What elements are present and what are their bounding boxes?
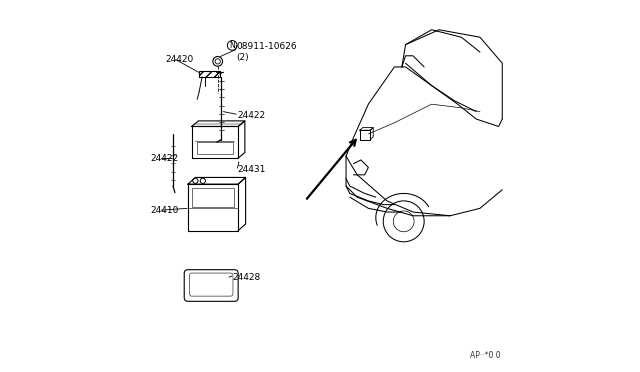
Text: (2): (2) <box>236 53 249 62</box>
Text: 24428: 24428 <box>232 273 261 282</box>
Text: 24422: 24422 <box>151 154 179 163</box>
Text: AP··*0 0: AP··*0 0 <box>470 351 501 360</box>
Bar <box>188 184 238 231</box>
FancyBboxPatch shape <box>199 71 220 77</box>
FancyBboxPatch shape <box>189 273 233 296</box>
Bar <box>191 126 238 158</box>
FancyBboxPatch shape <box>184 270 238 301</box>
Bar <box>193 188 234 207</box>
Bar <box>360 130 370 140</box>
Text: 24420: 24420 <box>166 55 194 64</box>
Text: 08911-10626: 08911-10626 <box>236 42 297 51</box>
Text: N: N <box>229 41 235 50</box>
Bar <box>197 142 232 154</box>
Text: 24431: 24431 <box>237 165 266 174</box>
Text: 24422: 24422 <box>237 111 266 120</box>
Text: 24410: 24410 <box>151 206 179 215</box>
